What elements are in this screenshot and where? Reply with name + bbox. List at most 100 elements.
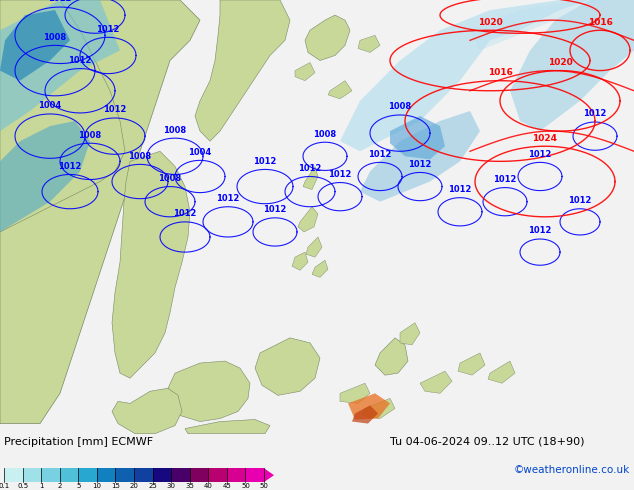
- Text: 1020: 1020: [477, 18, 502, 26]
- Polygon shape: [348, 393, 390, 419]
- Bar: [60, 468, 78, 482]
- Bar: [134, 468, 153, 482]
- Polygon shape: [458, 353, 485, 375]
- Bar: [41, 468, 60, 482]
- Polygon shape: [0, 0, 200, 423]
- Text: 50: 50: [259, 483, 268, 489]
- Polygon shape: [0, 121, 90, 232]
- Text: 1012: 1012: [254, 157, 276, 166]
- Polygon shape: [510, 0, 634, 131]
- Polygon shape: [0, 10, 70, 81]
- Polygon shape: [295, 63, 315, 81]
- Text: 1016: 1016: [488, 68, 512, 77]
- Polygon shape: [168, 361, 250, 421]
- Text: 1012: 1012: [368, 150, 392, 159]
- Text: 1008: 1008: [164, 125, 186, 135]
- Polygon shape: [255, 338, 320, 395]
- Text: 25: 25: [148, 483, 157, 489]
- Bar: [153, 468, 171, 482]
- Bar: [171, 468, 190, 482]
- Text: 1012: 1012: [103, 105, 127, 115]
- Polygon shape: [112, 151, 190, 378]
- Polygon shape: [488, 361, 515, 383]
- Text: 1012: 1012: [299, 164, 321, 173]
- Bar: [227, 468, 245, 482]
- Polygon shape: [352, 405, 378, 423]
- Text: 1012: 1012: [408, 160, 432, 169]
- Text: Precipitation [mm] ECMWF: Precipitation [mm] ECMWF: [4, 437, 153, 446]
- Polygon shape: [470, 0, 610, 50]
- Polygon shape: [303, 167, 318, 190]
- Polygon shape: [112, 388, 182, 434]
- Polygon shape: [292, 252, 308, 270]
- Text: 1012: 1012: [173, 209, 197, 219]
- Text: 1008: 1008: [79, 131, 101, 140]
- Polygon shape: [340, 0, 590, 151]
- Polygon shape: [360, 111, 480, 202]
- Bar: [23, 468, 41, 482]
- Text: 1012: 1012: [493, 175, 517, 184]
- Polygon shape: [340, 383, 370, 403]
- Text: 1012: 1012: [48, 0, 72, 3]
- Text: 50: 50: [241, 483, 250, 489]
- Polygon shape: [390, 116, 445, 159]
- Bar: [190, 468, 209, 482]
- Text: ©weatheronline.co.uk: ©weatheronline.co.uk: [514, 465, 630, 475]
- Polygon shape: [312, 260, 328, 277]
- Text: 1012: 1012: [58, 162, 82, 171]
- Text: 5: 5: [76, 483, 81, 489]
- Text: 10: 10: [93, 483, 101, 489]
- Polygon shape: [0, 0, 125, 232]
- Text: 1012: 1012: [528, 226, 552, 235]
- Text: 45: 45: [223, 483, 231, 489]
- Text: 2: 2: [58, 483, 62, 489]
- Text: 1012: 1012: [568, 196, 592, 205]
- Polygon shape: [0, 0, 120, 131]
- Text: 40: 40: [204, 483, 213, 489]
- Text: 1008: 1008: [158, 174, 181, 183]
- Text: 35: 35: [185, 483, 194, 489]
- Polygon shape: [298, 207, 318, 232]
- Text: 1012: 1012: [216, 194, 240, 203]
- Bar: [209, 468, 227, 482]
- Polygon shape: [420, 371, 452, 393]
- Text: 30: 30: [167, 483, 176, 489]
- Bar: [4, 468, 23, 482]
- Polygon shape: [328, 81, 352, 99]
- Text: 1012: 1012: [68, 56, 92, 65]
- Text: Tu 04-06-2024 09..12 UTC (18+90): Tu 04-06-2024 09..12 UTC (18+90): [390, 437, 585, 446]
- Text: 1: 1: [39, 483, 43, 489]
- Text: 1004: 1004: [39, 101, 61, 110]
- Polygon shape: [195, 0, 290, 141]
- Polygon shape: [400, 323, 420, 345]
- Text: 1024: 1024: [533, 134, 557, 143]
- Text: 1016: 1016: [588, 18, 612, 26]
- Text: 1012: 1012: [263, 205, 287, 214]
- Text: 1012: 1012: [96, 25, 120, 34]
- Text: 1008: 1008: [313, 130, 337, 139]
- Text: 1020: 1020: [548, 58, 573, 67]
- Polygon shape: [375, 338, 408, 375]
- Text: 0.1: 0.1: [0, 483, 10, 489]
- Polygon shape: [358, 35, 380, 52]
- Text: 1008: 1008: [44, 33, 67, 42]
- Text: 1004: 1004: [188, 148, 212, 157]
- Polygon shape: [306, 237, 322, 257]
- Text: 1012: 1012: [583, 109, 607, 119]
- Text: 1008: 1008: [129, 152, 152, 161]
- Bar: [97, 468, 115, 482]
- FancyArrow shape: [264, 468, 274, 482]
- Polygon shape: [185, 419, 270, 434]
- Polygon shape: [363, 398, 395, 418]
- Text: 1012: 1012: [528, 150, 552, 159]
- Text: 15: 15: [111, 483, 120, 489]
- Bar: [78, 468, 97, 482]
- Text: 0.5: 0.5: [17, 483, 28, 489]
- Text: 20: 20: [129, 483, 138, 489]
- Text: 1012: 1012: [328, 170, 352, 179]
- Bar: [115, 468, 134, 482]
- Text: 1012: 1012: [448, 185, 472, 194]
- Polygon shape: [305, 15, 350, 60]
- Text: 1008: 1008: [389, 102, 411, 111]
- Bar: [245, 468, 264, 482]
